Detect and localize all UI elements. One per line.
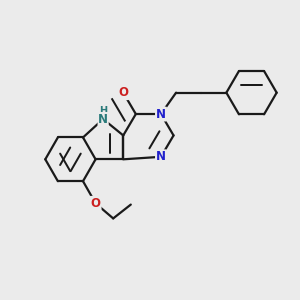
Text: N: N — [156, 107, 166, 121]
Text: N: N — [156, 150, 166, 163]
Text: N: N — [98, 112, 108, 126]
Text: O: O — [91, 197, 100, 210]
Text: O: O — [118, 86, 128, 99]
Text: H: H — [99, 106, 107, 116]
